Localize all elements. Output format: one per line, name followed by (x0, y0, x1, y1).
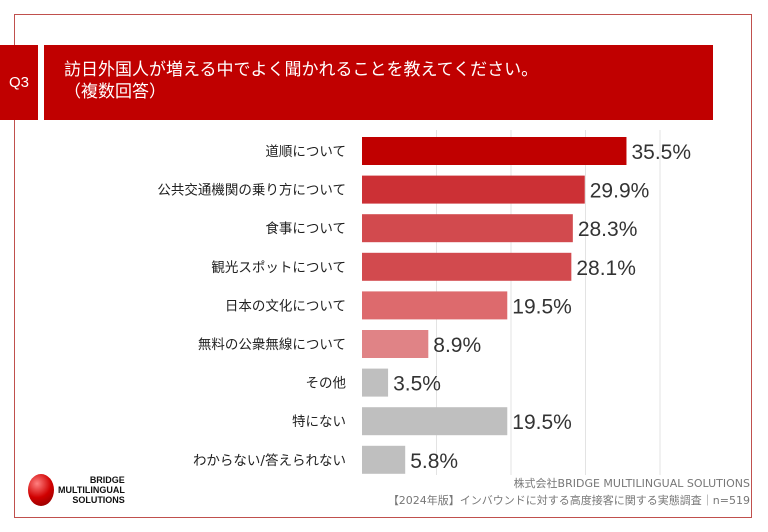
category-label: その他 (306, 376, 347, 392)
category-label: 公共交通機関の乗り方について (157, 182, 346, 199)
category-label: わからない/答えられない (193, 452, 346, 469)
bar (362, 137, 627, 165)
bar (362, 252, 572, 281)
value-label: 28.1% (576, 257, 636, 280)
logo-line: SOLUTIONS (72, 495, 125, 505)
bar (362, 368, 389, 397)
credit-company: 株式会社BRIDGE MULTILINGUAL SOLUTIONS (513, 477, 750, 490)
value-label: 8.9% (433, 334, 481, 357)
credit-source: 【2024年版】インバウンドに対する高度接客に関する実態調査｜n=519 (387, 494, 750, 507)
bar (362, 175, 585, 204)
company-logo: BRIDGE MULTILINGUAL SOLUTIONS (28, 474, 125, 506)
bar (362, 330, 429, 358)
question-number: Q3 (0, 45, 38, 120)
category-label: 観光スポットについて (211, 259, 346, 276)
bar (362, 291, 508, 320)
logo-line: BRIDGE (89, 475, 125, 485)
bar (362, 445, 406, 474)
category-label: 食事について (265, 220, 346, 237)
category-label: 無料の公衆無線について (198, 337, 346, 353)
question-title: 訪日外国人が増える中でよく聞かれることを教えてください。 （複数回答） (44, 45, 713, 120)
chart-frame (14, 14, 752, 518)
question-note: （複数回答） (64, 82, 166, 102)
value-label: 28.3% (578, 218, 638, 241)
bar (362, 214, 573, 243)
value-label: 19.5% (512, 295, 572, 318)
bar (362, 407, 508, 436)
value-label: 19.5% (512, 411, 572, 434)
logo-line: MULTILINGUAL (58, 485, 125, 495)
question-text: 訪日外国人が増える中でよく聞かれることを教えてください。 (64, 60, 539, 80)
value-label: 5.8% (410, 450, 458, 473)
logo-ball-icon (28, 474, 54, 506)
value-label: 3.5% (393, 373, 441, 396)
category-label: 特にない (292, 414, 346, 430)
value-label: 29.9% (590, 180, 650, 203)
value-label: 35.5% (631, 141, 691, 164)
category-label: 道順について (265, 144, 346, 160)
category-label: 日本の文化について (225, 298, 346, 314)
